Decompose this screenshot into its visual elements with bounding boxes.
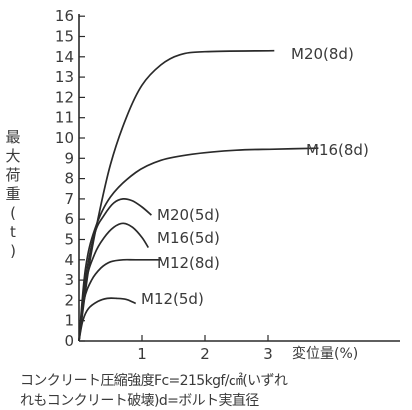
series-labels: M20(8d) M16(8d) M20(5d) M16(5d) M12(8d) … <box>141 45 369 308</box>
x-tick-label: 3 <box>263 345 273 363</box>
y-axis-label: 最 大 荷 重 ( t ) <box>4 128 22 261</box>
y-tick-label: 7 <box>64 190 74 208</box>
y-tick-label: 6 <box>64 210 74 228</box>
curves <box>78 49 319 342</box>
y-tick-label: 5 <box>64 231 74 249</box>
x-tick-label: 1 <box>137 345 147 363</box>
y-axis-label-char: ) <box>10 242 16 260</box>
y-tick-label: 8 <box>64 170 74 188</box>
curve-m12-8d <box>78 258 161 342</box>
series-label-m20-8d: M20(8d) <box>291 45 354 63</box>
curve-m16-5d <box>78 222 150 342</box>
y-tick-label: 11 <box>55 109 74 127</box>
series-label-m16-5d: M16(5d) <box>157 229 220 247</box>
y-tick-label: 3 <box>64 271 74 289</box>
y-tick-label: 15 <box>55 28 74 46</box>
y-tick-label: 16 <box>55 7 74 25</box>
y-tick-label: 9 <box>64 149 74 167</box>
y-tick-label: 4 <box>64 251 74 269</box>
y-axis-label-char: ( <box>10 204 16 222</box>
y-axis-label-char: t <box>10 223 16 241</box>
series-label-m16-8d: M16(8d) <box>306 141 369 159</box>
y-tick-label: 2 <box>64 291 74 309</box>
x-tick-label: 2 <box>200 345 210 363</box>
y-axis-label-char: 大 <box>5 147 21 165</box>
y-tick-label: 13 <box>55 68 74 86</box>
caption-line-1: コンクリート圧縮強度Fc=215kgf/㎠(いずれ <box>20 373 288 389</box>
y-tick-label: 12 <box>55 88 74 106</box>
x-axis-label: 変位量(%) <box>292 345 358 362</box>
curve-m12-5d <box>78 297 137 342</box>
y-tick-label: 0 <box>64 332 74 350</box>
y-axis-label-char: 重 <box>5 185 21 203</box>
curve-m20-8d <box>78 49 275 342</box>
curve-m20-5d <box>78 197 152 342</box>
caption-line-2: れもコンクリート破壊)d=ボルト実直径 <box>20 393 259 409</box>
y-axis-label-char: 最 <box>5 128 21 146</box>
x-ticks: 1 2 3 <box>137 335 273 363</box>
series-label-m20-5d: M20(5d) <box>157 206 220 224</box>
y-tick-label: 1 <box>64 312 74 330</box>
y-tick-label: 10 <box>55 129 74 147</box>
y-axis-label-char: 荷 <box>5 166 21 184</box>
series-label-m12-5d: M12(5d) <box>141 290 204 308</box>
series-label-m12-8d: M12(8d) <box>157 254 220 272</box>
y-tick-label: 14 <box>55 48 74 66</box>
curve-m16-8d <box>78 147 319 342</box>
